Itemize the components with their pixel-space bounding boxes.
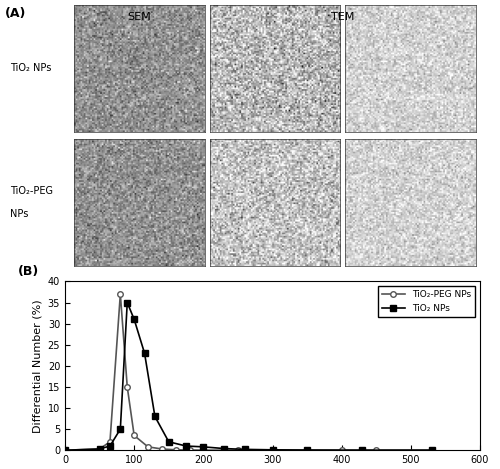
TiO₂-PEG NPs: [235, 447, 241, 453]
TiO₂-PEG NPs: [200, 447, 206, 453]
TiO₂-PEG NPs: [62, 447, 68, 453]
TiO₂ NPs: [107, 443, 113, 449]
Text: TiO₂ NPs: TiO₂ NPs: [10, 63, 51, 73]
TiO₂ NPs: [62, 447, 68, 453]
TiO₂ NPs: [304, 447, 310, 453]
TiO₂ NPs: [270, 447, 276, 453]
Legend: TiO₂-PEG NPs, TiO₂ NPs: TiO₂-PEG NPs, TiO₂ NPs: [378, 286, 476, 318]
Text: SEM: SEM: [128, 12, 151, 22]
TiO₂-PEG NPs: [428, 447, 434, 453]
TiO₂ NPs: [242, 446, 248, 452]
TiO₂ NPs: [142, 350, 148, 356]
TiO₂ NPs: [200, 444, 206, 450]
TiO₂-PEG NPs: [118, 291, 124, 297]
TiO₂-PEG NPs: [304, 447, 310, 453]
Text: (A): (A): [5, 7, 26, 20]
TiO₂-PEG NPs: [124, 384, 130, 390]
Text: NPs: NPs: [10, 210, 29, 219]
TiO₂ NPs: [360, 447, 366, 453]
Line: TiO₂ NPs: TiO₂ NPs: [62, 300, 434, 453]
TiO₂ NPs: [152, 414, 158, 419]
Line: TiO₂-PEG NPs: TiO₂-PEG NPs: [62, 291, 434, 453]
TiO₂-PEG NPs: [107, 439, 113, 445]
Text: TiO₂-PEG: TiO₂-PEG: [10, 186, 53, 196]
TiO₂ NPs: [131, 317, 137, 322]
TiO₂ NPs: [124, 300, 130, 305]
TiO₂-PEG NPs: [96, 446, 102, 452]
TiO₂-PEG NPs: [338, 447, 344, 453]
TiO₂ NPs: [166, 439, 172, 445]
TiO₂ NPs: [428, 447, 434, 453]
TiO₂-PEG NPs: [131, 432, 137, 438]
TiO₂ NPs: [96, 446, 102, 452]
TiO₂-PEG NPs: [270, 447, 276, 453]
TiO₂-PEG NPs: [186, 447, 192, 453]
TiO₂ NPs: [183, 443, 189, 449]
TiO₂ NPs: [221, 446, 227, 451]
TiO₂-PEG NPs: [374, 447, 380, 453]
TiO₂-PEG NPs: [145, 444, 151, 450]
TiO₂-PEG NPs: [172, 447, 178, 453]
TiO₂-PEG NPs: [159, 446, 165, 452]
Text: (B): (B): [18, 265, 39, 278]
Text: TEM: TEM: [331, 12, 354, 22]
TiO₂ NPs: [118, 426, 124, 432]
Y-axis label: Differential Number (%): Differential Number (%): [32, 299, 42, 432]
